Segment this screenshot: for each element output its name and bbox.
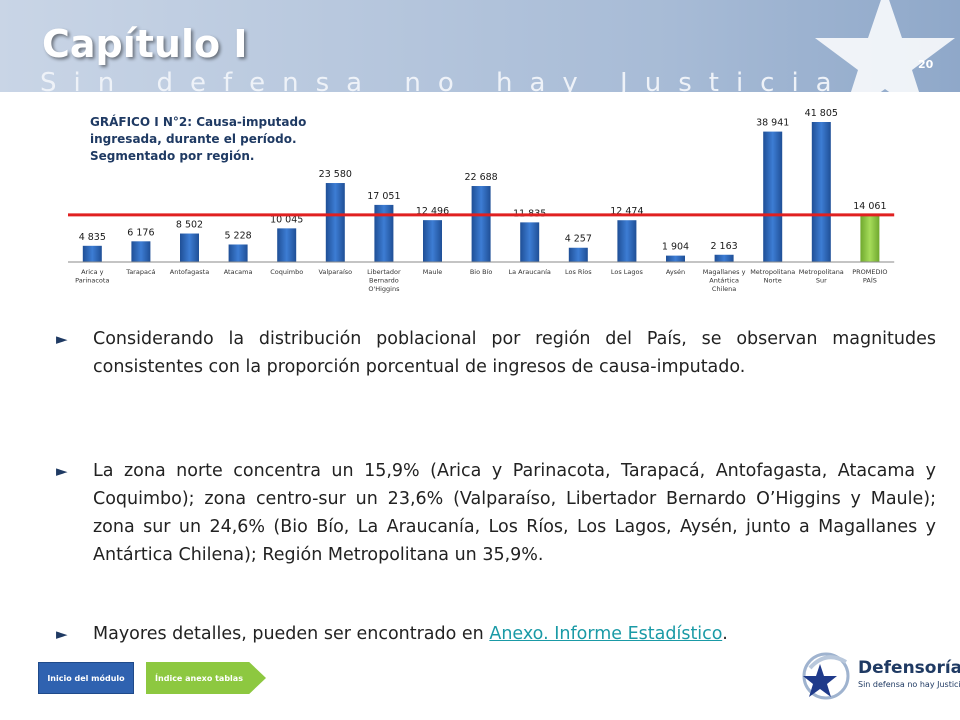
bar xyxy=(423,220,442,262)
data-label: 4 257 xyxy=(565,234,592,245)
category-label: Metropolitana Sur xyxy=(799,268,844,285)
bar xyxy=(714,254,734,262)
page-number: 20 xyxy=(918,58,934,71)
home-module-button[interactable]: Inicio del módulo xyxy=(38,662,134,694)
bullet-marker: ► xyxy=(56,330,68,348)
data-label: 41 805 xyxy=(805,108,838,119)
bullet-3: ► Mayores detalles, pueden ser encontrad… xyxy=(56,620,936,648)
bar xyxy=(325,183,345,262)
category-label: Bio Bío xyxy=(470,268,493,276)
category-label: Magallanes y Antártica Chilena xyxy=(703,268,746,293)
bar xyxy=(180,233,199,262)
bar xyxy=(568,247,588,262)
bullet-2: ► La zona norte concentra un 15,9% (Aric… xyxy=(56,457,936,569)
category-label: Coquimbo xyxy=(270,268,303,276)
bar xyxy=(617,220,637,262)
logo-star-icon xyxy=(802,652,850,700)
bullet-text-after: . xyxy=(722,624,728,644)
chart-area: GRÁFICO I N°2: Causa-imputado ingresada,… xyxy=(0,90,960,320)
bullet-text: Mayores detalles, pueden ser encontrado … xyxy=(93,620,936,648)
chapter-title: Capítulo I xyxy=(42,22,248,66)
bar xyxy=(82,245,102,262)
data-label: 1 904 xyxy=(662,242,689,253)
annex-link[interactable]: Anexo. Informe Estadístico xyxy=(489,624,723,644)
defensoria-logo: Defensoría Sin defensa no hay Justicia xyxy=(796,648,960,704)
category-label: Los Lagos xyxy=(611,268,644,276)
logo-name: Defensoría xyxy=(858,658,960,678)
category-label: PROMEDIO PAÍS xyxy=(852,268,887,285)
chart-title: GRÁFICO I N°2: Causa-imputado ingresada,… xyxy=(90,115,307,163)
category-label: Arica y Parinacota xyxy=(75,268,109,285)
bar xyxy=(131,241,151,262)
bullet-text: Considerando la distribución poblacional… xyxy=(93,329,936,377)
category-label: Maule xyxy=(423,268,443,276)
bar xyxy=(763,131,783,262)
bar xyxy=(520,222,540,262)
bullet-1: ► Considerando la distribución poblacion… xyxy=(56,325,936,381)
average-bar xyxy=(860,214,880,262)
data-label: 38 941 xyxy=(756,118,789,129)
category-label: Antofagasta xyxy=(170,268,209,276)
bar xyxy=(666,255,685,262)
data-label: 2 163 xyxy=(710,241,737,252)
category-label: Libertador Bernardo O'Higgins xyxy=(367,268,401,293)
bar-chart: 4 835 6 176 8 502 5 228 10 045 23 580 17 051 12… xyxy=(68,108,895,293)
bar xyxy=(277,228,297,262)
category-label: Aysén xyxy=(666,268,685,276)
bullet-marker: ► xyxy=(56,625,68,643)
tagline: Sin defensa no hay Justicia xyxy=(40,68,849,92)
bullet-text-before: Mayores detalles, pueden ser encontrado … xyxy=(93,624,490,644)
category-label: Valparaíso xyxy=(318,268,352,276)
logo-subtitle: Sin defensa no hay Justicia xyxy=(858,680,960,689)
data-label: 12 474 xyxy=(610,206,643,217)
category-label: Metropolitana Norte xyxy=(750,268,795,285)
category-label: La Araucanía xyxy=(509,268,551,276)
data-label: 10 045 xyxy=(270,214,303,225)
data-label: 5 228 xyxy=(224,230,251,241)
data-label: 8 502 xyxy=(176,220,203,231)
bar xyxy=(228,244,248,262)
data-label: 12 496 xyxy=(416,206,449,217)
annex-index-button[interactable]: Índice anexo tablas xyxy=(146,662,266,694)
bar xyxy=(374,204,394,262)
category-label: Los Ríos xyxy=(565,268,592,276)
data-label: 22 688 xyxy=(464,172,497,183)
data-label: 17 051 xyxy=(367,191,400,202)
bullet-text: La zona norte concentra un 15,9% (Arica … xyxy=(93,461,936,565)
bullet-marker: ► xyxy=(56,462,68,480)
header-band: Capítulo I Sin defensa no hay Justicia 2… xyxy=(0,0,960,92)
data-label: 14 061 xyxy=(853,201,886,212)
data-label: 4 835 xyxy=(79,232,106,243)
category-label: Atacama xyxy=(224,268,253,276)
bar xyxy=(471,186,491,262)
category-label: Tarapacá xyxy=(125,268,155,276)
bar xyxy=(811,122,831,262)
data-label: 23 580 xyxy=(319,169,352,180)
data-label: 6 176 xyxy=(127,227,154,238)
star-icon xyxy=(815,0,955,92)
